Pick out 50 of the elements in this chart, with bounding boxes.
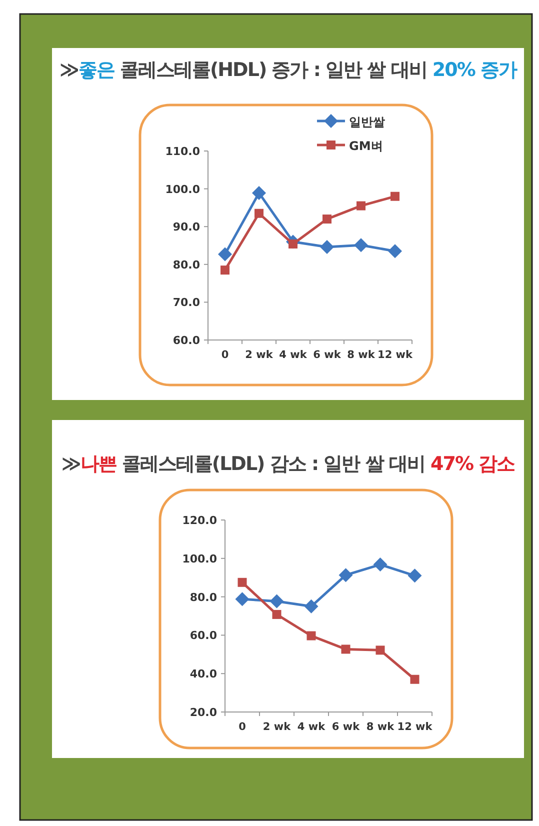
x-tick-label: 8 wk [347, 349, 376, 361]
point [320, 240, 334, 254]
point [220, 266, 230, 275]
y-tick-label: 40.0 [190, 668, 218, 681]
point [235, 592, 250, 606]
x-tick-label: 2 wk [262, 721, 292, 733]
y-tick-label: 70.0 [172, 296, 200, 310]
point [388, 244, 402, 258]
point [341, 644, 350, 654]
point [373, 558, 388, 572]
point [356, 201, 366, 210]
point [410, 674, 420, 684]
x-tick-label: 4 wk [279, 349, 308, 361]
point [238, 578, 247, 587]
point [390, 192, 400, 201]
y-tick-label: 80.0 [172, 258, 200, 272]
point [306, 631, 316, 640]
point [376, 646, 385, 655]
y-tick-label: 110.0 [165, 145, 200, 158]
y-tick-label: 20.0 [190, 706, 218, 719]
x-tick-label: 12 wk [397, 721, 434, 733]
y-tick-label: 100.0 [165, 182, 200, 196]
point [338, 568, 353, 582]
y-tick-label: 60.0 [172, 334, 200, 347]
x-tick-label: 2 wk [245, 349, 274, 361]
y-tick-label: 80.0 [190, 590, 218, 604]
x-tick-label: 8 wk [366, 721, 396, 733]
point [254, 208, 264, 218]
point [304, 599, 318, 614]
point [322, 214, 332, 224]
x-tick-label: 0 [221, 349, 229, 361]
y-tick-label: 100.0 [182, 552, 218, 566]
y-tick-label: 60.0 [190, 629, 218, 642]
point [272, 610, 282, 619]
point [354, 238, 368, 252]
point [218, 247, 232, 262]
point [270, 594, 284, 608]
point [408, 568, 422, 583]
x-tick-label: 12 wk [378, 349, 414, 361]
x-tick-label: 0 [238, 721, 246, 733]
x-tick-label: 6 wk [332, 721, 361, 733]
chart-title: ≫나쁜 콜레스테롤(LDL) 감소 : 일반 쌀 대비 47% 감소 [61, 453, 516, 475]
x-tick-label: 6 wk [313, 349, 342, 361]
y-tick-label: 120.0 [182, 514, 218, 527]
x-tick-label: 4 wk [297, 721, 326, 733]
point [252, 186, 266, 200]
y-tick-label: 90.0 [172, 220, 200, 234]
legend-label: GM벼 [349, 139, 383, 153]
chart-title: ≫좋은 콜레스테롤(HDL) 증가 : 일반 쌀 대비 20% 증가 [59, 59, 518, 81]
legend-label: 일반쌀 [349, 115, 385, 129]
